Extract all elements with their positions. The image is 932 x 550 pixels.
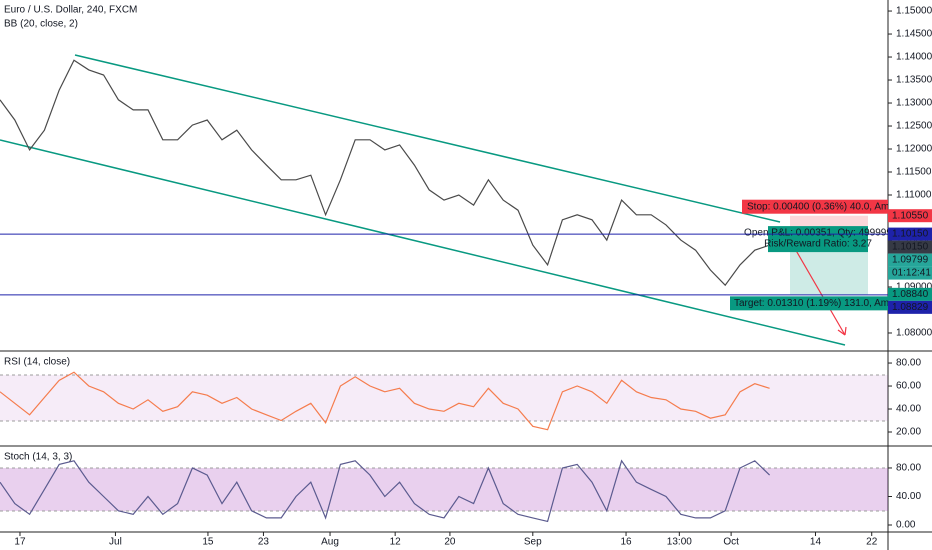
y-tick-label: 0.00 <box>896 520 916 531</box>
x-tick-label: 14 <box>810 537 822 548</box>
arrow <box>789 239 846 336</box>
price-label: 1.10150 <box>892 242 929 253</box>
pnl-box <box>768 226 868 253</box>
pnl-text: Open P&L: 0.00351, Qty: 499999 <box>744 228 892 239</box>
price-label: 1.10150 <box>892 229 929 240</box>
y-tick-label: 1.15000 <box>896 6 932 17</box>
x-tick-label: 23 <box>258 537 270 548</box>
y-tick-label: 1.08000 <box>896 328 932 339</box>
x-tick-label: Oct <box>723 537 739 548</box>
y-tick-label: 1.11000 <box>896 190 932 201</box>
indicator-title: RSI (14, close) <box>4 357 70 368</box>
y-tick-label: 1.12500 <box>896 121 932 132</box>
stop-text: Stop: 0.00400 (0.36%) 40.0, Amount: 9 <box>747 201 920 212</box>
y-tick-label: 1.11500 <box>896 167 932 178</box>
target-text: Target: 0.01310 (1.19%) 131.0, Amount: 1… <box>734 298 924 309</box>
price-label: 1.09799 <box>892 255 929 266</box>
channel-lower <box>0 139 846 346</box>
y-tick-label: 1.13000 <box>896 98 932 109</box>
indicator-title: BB (20, close, 2) <box>4 19 78 30</box>
stop-box <box>742 199 888 214</box>
y-tick-label: 1.14500 <box>896 29 932 40</box>
y-tick-label: 60.00 <box>896 381 921 392</box>
x-tick-label: 15 <box>202 537 214 548</box>
price-label-bg <box>888 240 932 254</box>
countdown-bg <box>888 266 932 280</box>
price-label: 1.08840 <box>892 289 929 300</box>
arrow-head <box>837 326 847 336</box>
series-line <box>0 59 770 287</box>
price-label-bg <box>888 300 932 314</box>
price-label-bg <box>888 209 932 223</box>
price-label-bg <box>888 253 932 267</box>
price-label: 1.08829 <box>892 302 929 313</box>
rsi-band <box>0 375 888 421</box>
ratio-text: Risk/Reward Ratio: 3.27 <box>764 239 872 250</box>
x-tick-label: 16 <box>620 537 632 548</box>
x-tick-label: Sep <box>524 537 542 548</box>
series-line <box>0 459 771 523</box>
y-tick-label: 1.09000 <box>896 282 932 293</box>
y-tick-label: 40.00 <box>896 491 921 502</box>
x-tick-label: Jul <box>109 537 122 548</box>
y-tick-label: 40.00 <box>896 404 921 415</box>
indicator-title: Stoch (14, 3, 3) <box>4 452 72 463</box>
x-tick-label: 22 <box>866 537 878 548</box>
y-tick-label: 1.12000 <box>896 144 932 155</box>
price-label: 1.10550 <box>892 210 929 221</box>
channel-upper <box>74 54 781 223</box>
countdown: 01:12:41 <box>892 268 931 279</box>
y-tick-label: 80.00 <box>896 463 921 474</box>
stoch-band <box>0 468 888 511</box>
x-tick-label: 13:00 <box>667 537 692 548</box>
x-tick-label: 17 <box>14 537 26 548</box>
x-tick-label: 12 <box>390 537 402 548</box>
chart-title: Euro / U.S. Dollar, 240, FXCM <box>4 5 137 16</box>
y-tick-label: 80.00 <box>896 358 921 369</box>
x-tick-label: 20 <box>444 537 456 548</box>
price-label-bg <box>888 227 932 241</box>
price-label-bg <box>888 287 932 301</box>
target-box <box>730 296 888 311</box>
y-tick-label: 1.13500 <box>896 75 932 86</box>
y-tick-label: 1.14000 <box>896 52 932 63</box>
x-tick-label: Aug <box>321 537 339 548</box>
series-line <box>0 371 770 431</box>
y-tick-label: 20.00 <box>896 427 921 438</box>
